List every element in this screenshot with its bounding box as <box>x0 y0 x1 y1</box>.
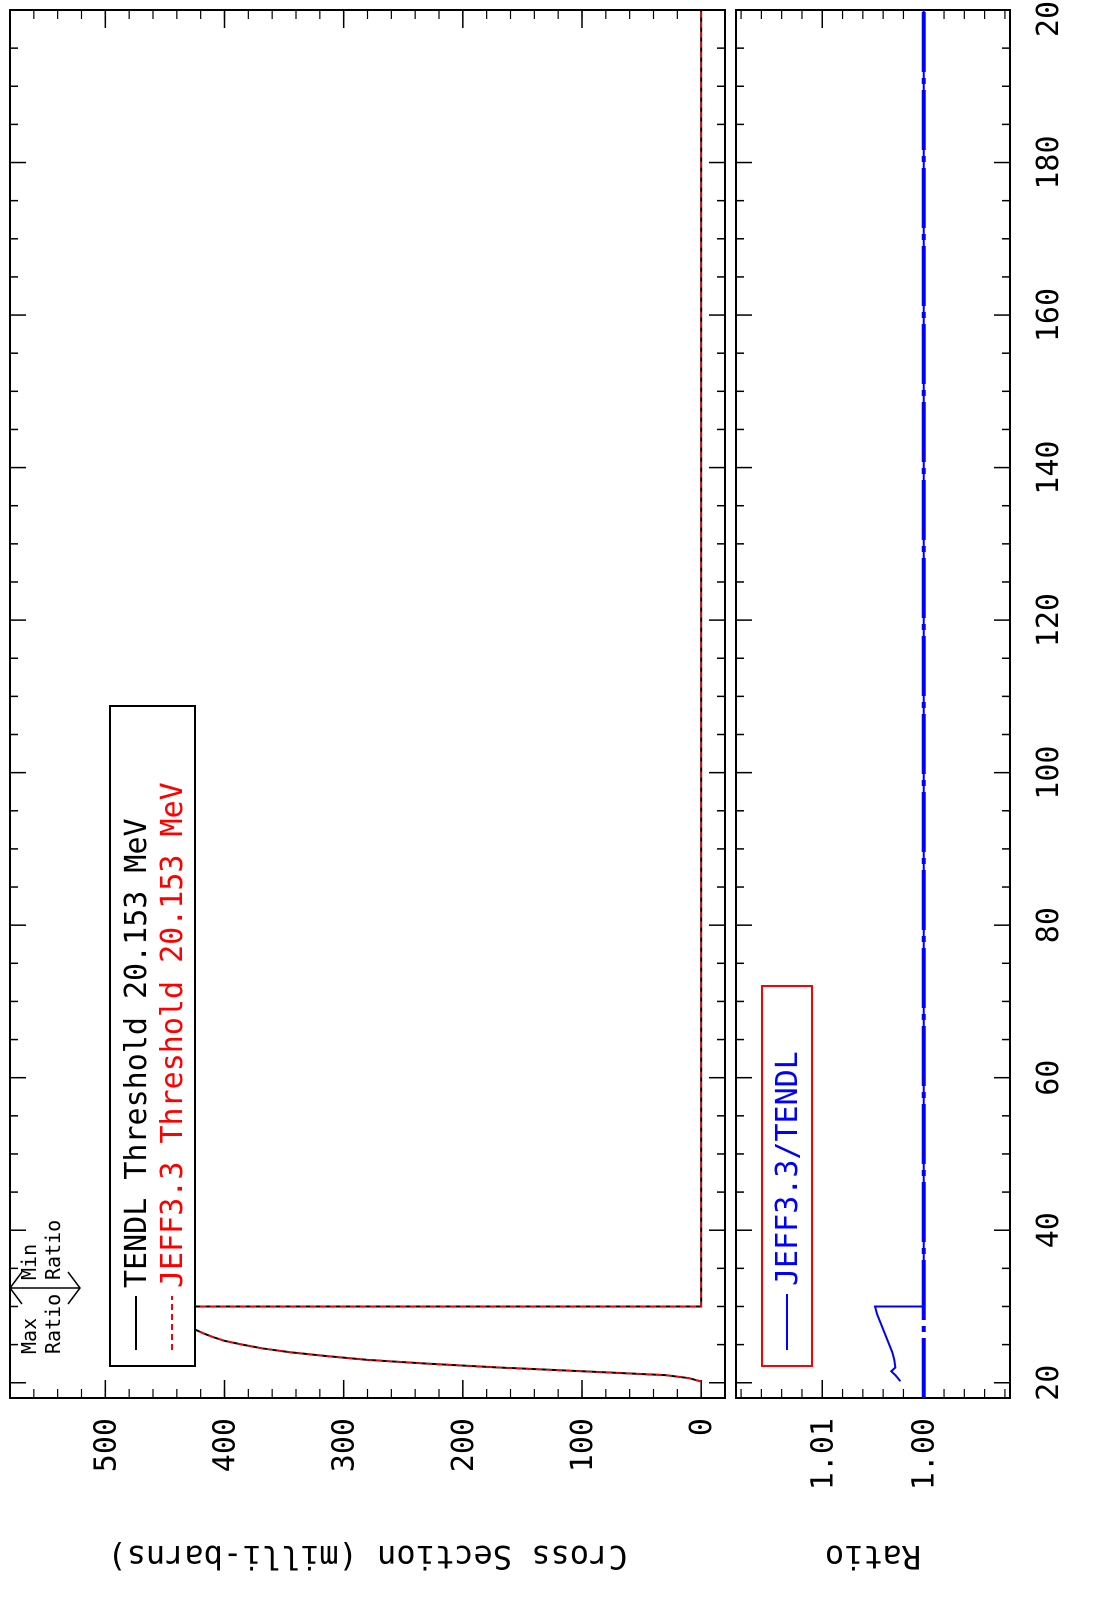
min-ratio-label: Ratio <box>41 1220 65 1280</box>
cross-section-panel: 0 100 200 300 400 500 Cross Section (milli-bar… <box>9 9 726 1576</box>
y-tick-label: 400 <box>208 1418 243 1472</box>
y-tick-label: 1.00 <box>907 1418 942 1490</box>
y-tick-label: 300 <box>327 1418 362 1472</box>
x-tick-label: 160 <box>1031 288 1066 342</box>
series-line-ratio-0 <box>873 10 925 1382</box>
legend-box <box>109 705 196 1367</box>
ratio-legend: JEFF3.3/TENDL <box>761 985 813 1367</box>
max-ratio-label: Ratio <box>41 1294 65 1354</box>
x-tick-label: 40 <box>1031 1212 1066 1248</box>
ratio-arrow-head <box>9 1271 23 1305</box>
legend: TENDL Threshold 20.153 MeV JEFF3.3 Thresh… <box>109 705 196 1367</box>
y-tick-label: 200 <box>446 1418 481 1472</box>
y-axis-title: Ratio <box>825 1538 921 1576</box>
legend-label-jeff: JEFF3.3 Threshold 20.153 MeV <box>155 782 190 1288</box>
x-tick-label: 180 <box>1031 135 1066 189</box>
rotated-plot-area: 0 100 200 300 400 500 Cross Section (milli-bar… <box>9 0 1066 1576</box>
y-tick-label: 100 <box>565 1418 600 1472</box>
x-tick-label: 200 <box>1031 0 1066 37</box>
x-tick-label: 60 <box>1031 1060 1066 1096</box>
ratio-legend-label: JEFF3.3/TENDL <box>770 1051 805 1286</box>
y-tick-label: 0 <box>684 1418 719 1436</box>
ratio-frame <box>735 9 1011 1399</box>
ratio-legend-box <box>761 985 813 1367</box>
x-tick-label: 20 <box>1031 1365 1066 1401</box>
x-tick-label: 120 <box>1031 593 1066 647</box>
y-tick-label: 1.01 <box>805 1418 840 1490</box>
x-tick-label: 80 <box>1031 907 1066 943</box>
max-ratio-label: Max <box>17 1318 41 1354</box>
y-tick-label: 500 <box>88 1418 123 1472</box>
x-tick-label: 140 <box>1031 440 1066 494</box>
ratio-arrow-head <box>67 1271 81 1305</box>
ratio-panel: 20 40 60 80 100 120 140 160 180 200 1.00 1.01 Ratio J… <box>735 0 1066 1576</box>
legend-label-tendl: TENDL Threshold 20.153 MeV <box>119 818 154 1288</box>
y-axis-title: Cross Section (milli-barns) <box>107 1538 627 1576</box>
x-tick-label: 100 <box>1031 746 1066 800</box>
series-line-main-1 <box>165 10 702 1383</box>
